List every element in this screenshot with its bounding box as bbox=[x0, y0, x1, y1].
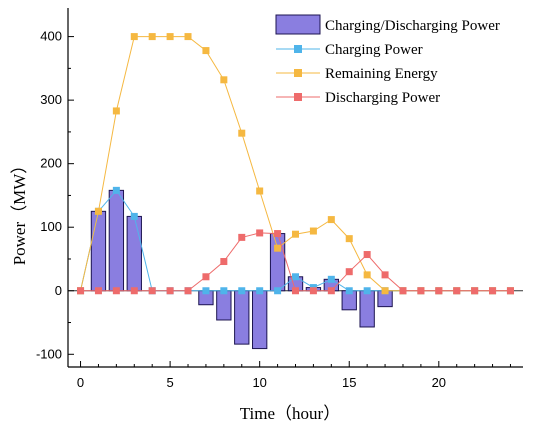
charging-power-point bbox=[220, 287, 228, 295]
discharging-power-point bbox=[489, 287, 497, 295]
discharging-power-point bbox=[363, 251, 371, 259]
remaining-energy-point bbox=[381, 287, 389, 295]
discharging-power-point bbox=[274, 230, 282, 238]
legend-marker-discharging bbox=[294, 93, 302, 101]
bar bbox=[359, 290, 375, 328]
legend-marker-remaining bbox=[294, 69, 302, 77]
discharging-power-point bbox=[453, 287, 461, 295]
legend: Charging/Discharging Power Charging Powe… bbox=[275, 14, 500, 106]
y-tick-label: 200 bbox=[40, 156, 62, 171]
x-tick-label: 5 bbox=[166, 375, 173, 390]
charging-power-point bbox=[256, 287, 264, 295]
remaining-energy-point bbox=[274, 244, 282, 252]
bar bbox=[90, 210, 107, 292]
discharging-power-point bbox=[94, 287, 102, 295]
remaining-energy-point bbox=[238, 129, 246, 137]
discharging-power-point bbox=[381, 271, 389, 279]
remaining-energy-point bbox=[130, 33, 138, 41]
y-tick-label: -100 bbox=[36, 346, 62, 361]
y-tick-label: 100 bbox=[40, 219, 62, 234]
discharging-power-point bbox=[506, 287, 514, 295]
bar bbox=[252, 290, 268, 350]
discharging-power-point bbox=[327, 287, 335, 295]
discharging-power-point bbox=[345, 268, 353, 276]
charging-power-point bbox=[327, 275, 335, 283]
discharging-power-point bbox=[471, 287, 479, 295]
charging-power-point bbox=[202, 287, 210, 295]
discharging-power-point bbox=[202, 273, 210, 281]
remaining-energy-point bbox=[166, 33, 174, 41]
y-tick-label: 300 bbox=[40, 92, 62, 107]
legend-label-bars: Charging/Discharging Power bbox=[325, 18, 500, 34]
x-tick-label: 15 bbox=[342, 375, 356, 390]
bar bbox=[269, 233, 286, 292]
remaining-energy-point bbox=[292, 230, 299, 238]
x-tick-label: 20 bbox=[432, 375, 446, 390]
discharging-power-point bbox=[112, 287, 120, 295]
discharging-power-point bbox=[256, 229, 264, 237]
y-tick-label: 0 bbox=[55, 283, 62, 298]
discharging-power-point bbox=[148, 287, 156, 295]
charging-power-point bbox=[345, 287, 353, 295]
remaining-energy-point bbox=[309, 227, 317, 235]
legend-swatch-bars bbox=[275, 14, 321, 35]
remaining-energy-point bbox=[363, 271, 371, 279]
charging-power-point bbox=[112, 186, 120, 194]
legend-label-discharging: Discharging Power bbox=[325, 90, 440, 106]
charging-power-point bbox=[130, 212, 138, 220]
legend-marker-charging bbox=[294, 45, 302, 53]
discharging-power-point bbox=[417, 287, 425, 295]
y-tick-label: 400 bbox=[40, 29, 62, 44]
remaining-energy-point bbox=[220, 76, 228, 84]
discharging-power-point bbox=[399, 287, 407, 295]
bar bbox=[216, 290, 232, 321]
bar bbox=[108, 189, 125, 292]
bar bbox=[234, 290, 250, 345]
remaining-energy-point bbox=[94, 207, 102, 215]
x-tick-label: 10 bbox=[252, 375, 266, 390]
remaining-energy-point bbox=[256, 187, 264, 195]
discharging-power-point bbox=[166, 287, 174, 295]
discharging-power-point bbox=[435, 287, 443, 295]
remaining-energy-point bbox=[345, 235, 353, 243]
charging-power-point bbox=[238, 287, 246, 295]
bar bbox=[126, 215, 142, 292]
remaining-energy-point bbox=[184, 33, 192, 41]
charging-power-point bbox=[363, 287, 371, 295]
x-axis-title: Time（hour） bbox=[240, 404, 340, 423]
discharging-power-point bbox=[309, 287, 317, 295]
remaining-energy-point bbox=[148, 33, 156, 41]
plot-area bbox=[68, 33, 523, 350]
remaining-energy-point bbox=[202, 47, 210, 55]
charging-power-point bbox=[274, 287, 282, 295]
discharging-power-point bbox=[130, 287, 138, 295]
remaining-energy-point bbox=[327, 216, 335, 224]
discharging-power-point bbox=[238, 233, 246, 241]
discharging-power-point bbox=[220, 258, 228, 266]
legend-label-remaining: Remaining Energy bbox=[325, 66, 438, 82]
y-axis-title: Power（MW） bbox=[10, 157, 29, 266]
legend-label-charging: Charging Power bbox=[325, 42, 423, 58]
discharging-power-point bbox=[184, 287, 192, 295]
x-tick-label: 0 bbox=[77, 375, 84, 390]
discharging-power-point bbox=[77, 287, 85, 295]
discharging-power-point bbox=[292, 287, 299, 295]
remaining-energy-point bbox=[112, 107, 120, 115]
charging-power-point bbox=[292, 273, 299, 281]
axes: Time（hour） Power（MW） 0 5 10 15 20 -100 0 100 200… bbox=[10, 8, 523, 423]
